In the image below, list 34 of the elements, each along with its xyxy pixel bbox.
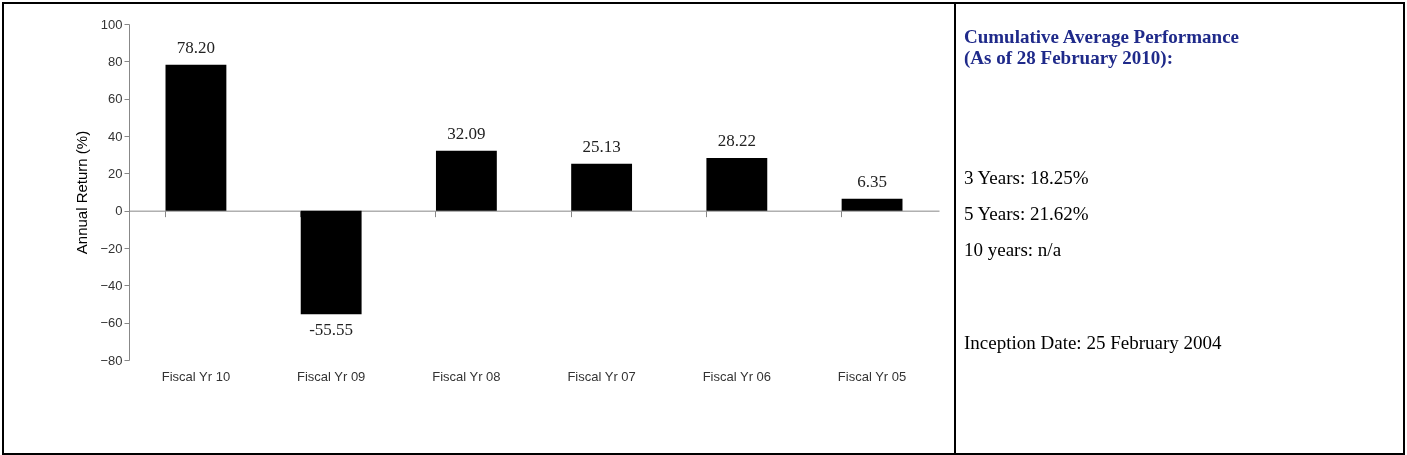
- text: 28.22: [717, 130, 756, 150]
- y-tick-label: −40: [100, 277, 123, 293]
- x-tick-label: Fiscal Yr 08: [432, 368, 501, 384]
- text: 10 years: n/a: [964, 239, 1062, 260]
- text: 5 Years: 21.62%: [964, 203, 1089, 224]
- y-tick-label: −80: [100, 352, 123, 368]
- bar: [300, 210, 362, 315]
- y-tick-label: 20: [108, 165, 123, 181]
- y-tick-label: −60: [100, 315, 123, 331]
- y-tick-label: 80: [108, 53, 123, 69]
- text: 3 Years: 18.25%: [964, 167, 1089, 188]
- x-tick-label: Fiscal Yr 07: [567, 368, 636, 384]
- bar: [841, 198, 903, 211]
- text: 78.20: [176, 37, 216, 57]
- text: 6.35: [857, 171, 887, 191]
- y-tick-label: −20: [100, 240, 123, 256]
- x-tick-label: Fiscal Yr 06: [702, 368, 772, 384]
- bar: [706, 157, 768, 211]
- y-tick-label: 100: [100, 16, 123, 32]
- x-tick-label: Fiscal Yr 05: [837, 368, 907, 384]
- text: Cumulative Average Performance (As of 28 February 2010):: [964, 26, 1240, 69]
- y-tick-label: 40: [108, 128, 123, 144]
- text: 25.13: [582, 136, 621, 156]
- y-tick-label: 60: [108, 91, 123, 107]
- x-tick-label: Fiscal Yr 09: [296, 368, 366, 384]
- x-tick-label: Fiscal Yr 10: [161, 368, 231, 384]
- text: Inception Date: 25 February 2004: [964, 332, 1222, 353]
- y-axis-title: Annual Return (%): [73, 130, 91, 255]
- text: -55.55: [309, 320, 354, 340]
- bar: [571, 163, 633, 211]
- text: 32.09: [447, 123, 486, 143]
- bar: [435, 150, 497, 211]
- y-tick-label: 0: [115, 203, 123, 219]
- bar: [165, 64, 227, 211]
